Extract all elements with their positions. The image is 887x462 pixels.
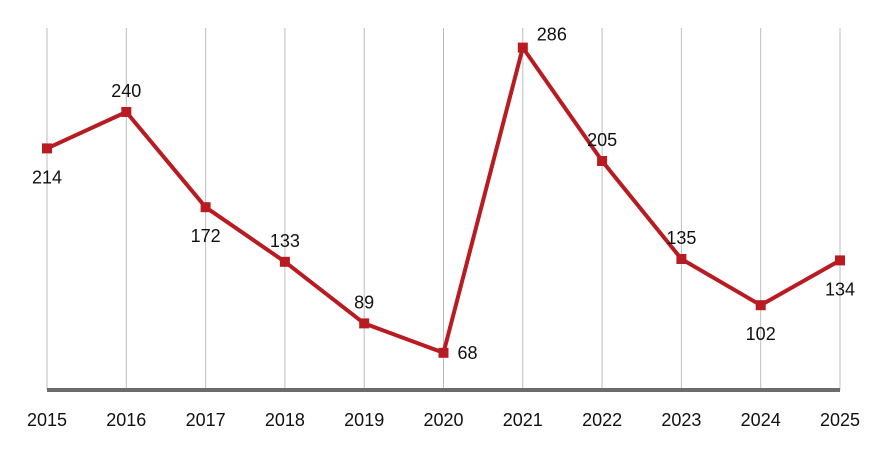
x-tick-label-2015: 2015: [27, 410, 67, 430]
data-point-2025: [835, 255, 845, 266]
data-point-2018: [279, 256, 290, 267]
data-label-2017: 172: [191, 226, 221, 246]
x-tick-label-2018: 2018: [265, 410, 305, 430]
data-label-2018: 133: [270, 231, 300, 251]
x-tick-label-2022: 2022: [582, 410, 622, 430]
data-label-2023: 135: [666, 228, 696, 248]
x-tick-label-2025: 2025: [820, 410, 860, 430]
data-point-2021: [517, 42, 528, 53]
data-label-2022: 205: [587, 130, 617, 150]
data-label-2015: 214: [32, 167, 62, 187]
grid-lines: [46, 28, 841, 390]
data-point-2016: [121, 107, 132, 117]
data-labels: 214 240 172 133 89 68 286 205 135 102 134: [32, 25, 855, 363]
data-label-2016: 240: [111, 81, 141, 101]
data-label-2021: 286: [537, 25, 567, 45]
x-tick-labels: 2015 2016 2017 2018 2019 2020 2021 2022 2023 2024…: [27, 410, 860, 430]
data-point-2023: [676, 254, 687, 264]
data-point-2022: [597, 156, 608, 166]
data-label-2020: 68: [458, 343, 478, 363]
data-point-2017: [200, 202, 211, 213]
x-tick-label-2024: 2024: [741, 410, 781, 430]
data-label-2024: 102: [746, 324, 776, 344]
data-point-2024: [755, 300, 766, 311]
x-tick-label-2017: 2017: [186, 410, 226, 430]
data-label-2019: 89: [354, 292, 374, 312]
x-tick-label-2016: 2016: [106, 410, 146, 430]
x-tick-label-2019: 2019: [344, 410, 384, 430]
x-tick-label-2023: 2023: [661, 410, 701, 430]
data-point-2020: [438, 347, 449, 358]
x-tick-label-2020: 2020: [423, 410, 463, 430]
data-label-2025: 134: [825, 279, 855, 299]
x-tick-label-2021: 2021: [503, 410, 543, 430]
data-points: [42, 42, 845, 358]
data-point-2015: [42, 143, 52, 154]
data-point-2019: [359, 318, 370, 329]
